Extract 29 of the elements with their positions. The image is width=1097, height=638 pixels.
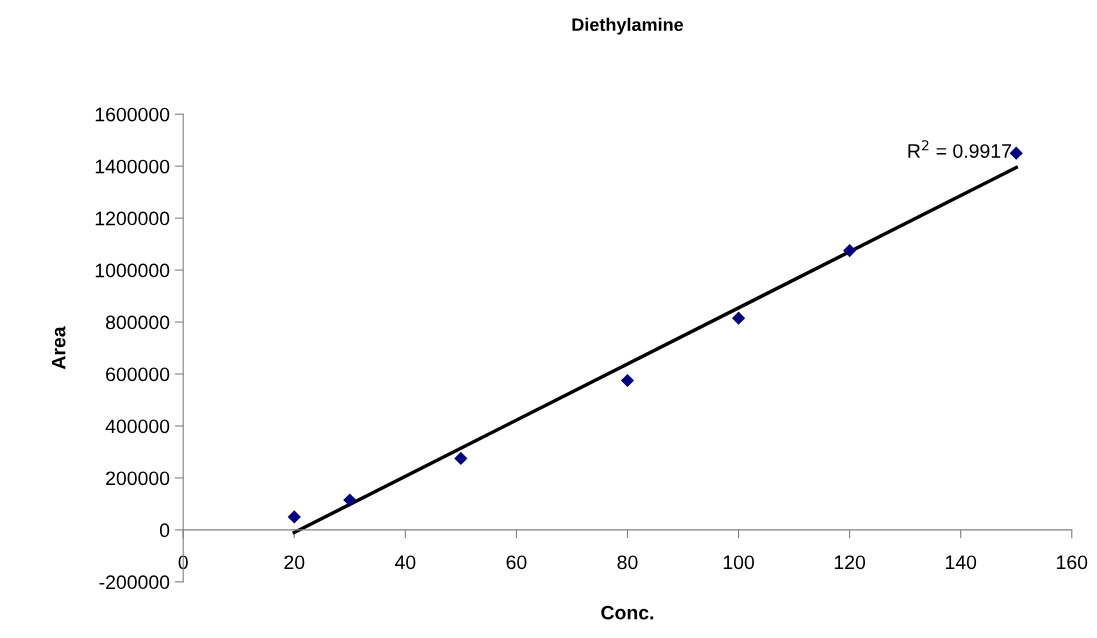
chart-title: Diethylamine [572,17,684,35]
point [343,493,357,507]
point [731,311,746,325]
y-tick-label: 1400000 [95,159,170,174]
y-tick-label: 1200000 [95,211,170,226]
point [287,510,301,524]
x-tick-label: 120 [834,555,866,570]
y-tick-label: 800000 [105,315,170,330]
y-tick-label: 1600000 [95,107,170,122]
x-tick-label: 160 [1057,555,1088,570]
y-tick-label: 400000 [105,419,170,434]
y-tick-label: 200000 [106,471,170,486]
x-tick-label: 0 [178,555,188,570]
x-axis-title: Conc. [601,605,654,620]
y-tick-label: 600000 [106,367,170,382]
x-tick-label: 60 [506,555,527,570]
x-tick-label: 80 [617,555,638,570]
x-tick-label: 40 [394,555,416,570]
x-tick-label: 20 [284,555,305,570]
x-tick-label: 140 [945,555,977,570]
y-tick-label: 1000000 [95,263,170,278]
annotation: R$^{2}$ = 0.9917 [908,140,1011,158]
x-tick-label: 100 [723,555,755,570]
y-tick-label: 0 [159,523,170,538]
y-axis-title: Area [51,326,66,370]
point [620,373,635,388]
point [843,244,857,258]
y-tick-label: -200000 [99,575,170,590]
point [454,451,468,466]
